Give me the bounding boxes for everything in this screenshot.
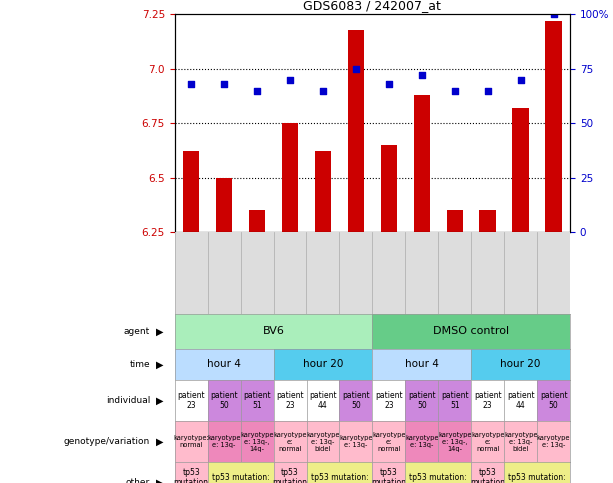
Point bbox=[186, 80, 196, 88]
Text: tp53 mutation:
WT: tp53 mutation: WT bbox=[409, 473, 467, 483]
Point bbox=[450, 86, 460, 94]
Text: patient
50: patient 50 bbox=[210, 391, 238, 411]
Title: GDS6083 / 242007_at: GDS6083 / 242007_at bbox=[303, 0, 441, 12]
Bar bbox=[249, 210, 265, 232]
Text: patient
44: patient 44 bbox=[309, 391, 337, 411]
Text: patient
50: patient 50 bbox=[540, 391, 568, 411]
Text: ▶: ▶ bbox=[156, 327, 163, 336]
Text: hour 4: hour 4 bbox=[207, 359, 241, 369]
Text: ▶: ▶ bbox=[156, 478, 163, 483]
Text: patient
51: patient 51 bbox=[243, 391, 271, 411]
Text: ▶: ▶ bbox=[156, 437, 163, 447]
Text: agent: agent bbox=[124, 327, 150, 336]
Text: patient
23: patient 23 bbox=[375, 391, 403, 411]
Text: tp53
mutation
: MUT: tp53 mutation : MUT bbox=[173, 468, 208, 483]
Text: karyotype
e:
normal: karyotype e: normal bbox=[471, 432, 504, 452]
Point bbox=[219, 80, 229, 88]
Text: hour 4: hour 4 bbox=[405, 359, 439, 369]
Point bbox=[351, 65, 361, 72]
Text: hour 20: hour 20 bbox=[500, 359, 541, 369]
Text: tp53 mutation:
WT: tp53 mutation: WT bbox=[508, 473, 566, 483]
Text: karyotype
e: 13q-,
14q-: karyotype e: 13q-, 14q- bbox=[438, 432, 471, 452]
Text: karyotype
e: 13q-
bidel: karyotype e: 13q- bidel bbox=[306, 432, 340, 452]
Point bbox=[318, 86, 328, 94]
Text: BV6: BV6 bbox=[262, 327, 284, 336]
Bar bbox=[479, 210, 496, 232]
Text: patient
50: patient 50 bbox=[408, 391, 436, 411]
Text: karyotype
e:
normal: karyotype e: normal bbox=[372, 432, 406, 452]
Text: time: time bbox=[129, 360, 150, 369]
Bar bbox=[348, 29, 364, 232]
Text: individual: individual bbox=[106, 396, 150, 405]
Text: karyotype
e:
normal: karyotype e: normal bbox=[273, 432, 306, 452]
Point bbox=[252, 86, 262, 94]
Text: patient
23: patient 23 bbox=[276, 391, 304, 411]
Bar bbox=[414, 95, 430, 232]
Text: tp53
mutation
: MUT: tp53 mutation : MUT bbox=[470, 468, 505, 483]
Point bbox=[285, 76, 295, 84]
Bar bbox=[381, 145, 397, 232]
Bar bbox=[446, 210, 463, 232]
Bar bbox=[183, 151, 199, 232]
Text: patient
51: patient 51 bbox=[441, 391, 468, 411]
Text: karyotype
e: 13q-: karyotype e: 13q- bbox=[339, 435, 373, 448]
Text: patient
44: patient 44 bbox=[507, 391, 535, 411]
Text: DMSO control: DMSO control bbox=[433, 327, 509, 336]
Point bbox=[384, 80, 394, 88]
Point bbox=[549, 11, 558, 18]
Text: karyotype:
normal: karyotype: normal bbox=[173, 435, 209, 448]
Point bbox=[483, 86, 493, 94]
Point bbox=[516, 76, 525, 84]
Text: tp53 mutation:
WT: tp53 mutation: WT bbox=[211, 473, 270, 483]
Bar bbox=[512, 108, 529, 232]
Text: tp53 mutation:
WT: tp53 mutation: WT bbox=[311, 473, 368, 483]
Text: patient
23: patient 23 bbox=[474, 391, 501, 411]
Bar bbox=[282, 123, 299, 232]
Text: other: other bbox=[126, 478, 150, 483]
Text: karyotype
e: 13q-: karyotype e: 13q- bbox=[537, 435, 570, 448]
Text: karyotype
e: 13q-
bidel: karyotype e: 13q- bidel bbox=[504, 432, 538, 452]
Text: karyotype
e: 13q-,
14q-: karyotype e: 13q-, 14q- bbox=[240, 432, 274, 452]
Point bbox=[417, 71, 427, 79]
Text: ▶: ▶ bbox=[156, 396, 163, 406]
Text: karyotype
e: 13q-: karyotype e: 13q- bbox=[405, 435, 438, 448]
Bar bbox=[546, 21, 562, 232]
Text: hour 20: hour 20 bbox=[303, 359, 343, 369]
Text: patient
50: patient 50 bbox=[342, 391, 370, 411]
Bar bbox=[216, 177, 232, 232]
Text: karyotype
e: 13q-: karyotype e: 13q- bbox=[207, 435, 241, 448]
Text: tp53
mutation
: MUT: tp53 mutation : MUT bbox=[371, 468, 406, 483]
Text: patient
23: patient 23 bbox=[177, 391, 205, 411]
Bar bbox=[314, 151, 331, 232]
Text: genotype/variation: genotype/variation bbox=[64, 437, 150, 446]
Text: tp53
mutation
: MUT: tp53 mutation : MUT bbox=[273, 468, 308, 483]
Text: ▶: ▶ bbox=[156, 359, 163, 369]
